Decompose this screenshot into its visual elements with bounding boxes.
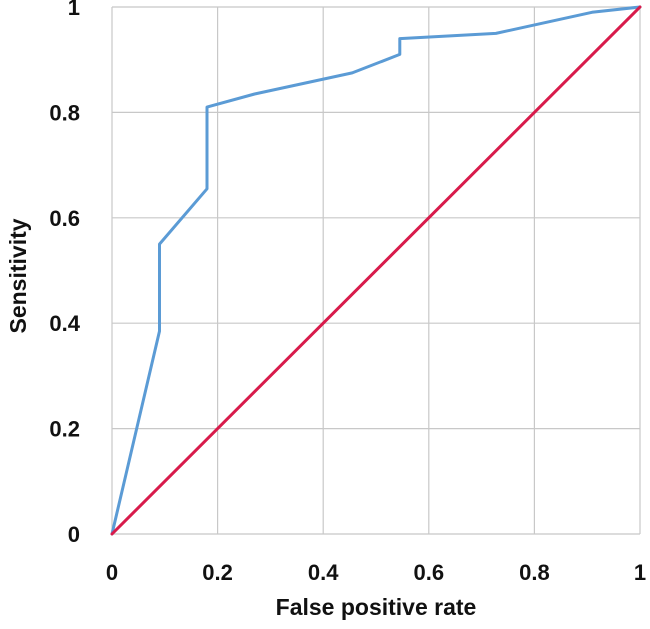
- roc-curve-line: [110, 5, 642, 536]
- y-tick-label: 0.6: [49, 206, 80, 231]
- grid-lines: [111, 6, 641, 535]
- x-tick-label: 0.6: [414, 560, 445, 585]
- x-tick-label: 0.2: [202, 560, 233, 585]
- x-axis-title: False positive rate: [276, 594, 477, 620]
- y-tick-label: 0.8: [49, 100, 80, 125]
- y-axis-title: Sensitivity: [5, 218, 31, 333]
- x-axis-ticks: 0 0.2 0.4 0.6 0.8 1: [106, 560, 646, 585]
- reference-diagonal-line: [110, 5, 642, 536]
- y-tick-label: 0.4: [49, 311, 80, 336]
- y-tick-label: 1: [68, 0, 80, 20]
- y-tick-label: 0.2: [49, 417, 80, 442]
- y-tick-label: 0: [68, 522, 80, 547]
- x-tick-label: 0: [106, 560, 118, 585]
- y-axis-ticks: 0 0.2 0.4 0.6 0.8 1: [49, 0, 80, 547]
- series-group: [110, 5, 642, 536]
- x-tick-label: 0.8: [519, 560, 550, 585]
- x-tick-label: 0.4: [308, 560, 339, 585]
- x-tick-label: 1: [634, 560, 646, 585]
